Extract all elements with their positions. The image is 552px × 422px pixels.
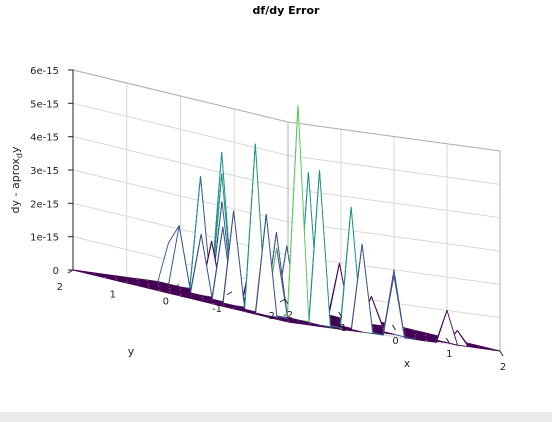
z-tick-label: 2e-15	[30, 199, 59, 210]
z-tick-label: 3e-15	[30, 166, 59, 177]
z-tick-label: 6e-15	[30, 66, 59, 77]
axis-line	[72, 69, 289, 123]
x-tick-label: 0	[392, 336, 398, 347]
grid-line	[72, 136, 501, 219]
x-tick-label: 1	[446, 349, 452, 360]
z-tick-label: 5e-15	[30, 99, 59, 110]
y-tick-mark	[226, 291, 233, 296]
chart-title: df/dy Error	[253, 4, 320, 17]
y-tick-label: -2	[265, 311, 275, 322]
grid-line	[72, 102, 501, 185]
y-tick-label: 2	[57, 282, 63, 293]
x-tick-mark	[499, 350, 504, 357]
x-tick-mark	[338, 311, 343, 318]
y-tick-mark	[173, 284, 180, 288]
y-tick-mark	[120, 276, 127, 281]
axis-ticks: 0 1e-15 2e-15 3e-15 4e-15 5e-15 6e-15 -2 -1 0 1 2 -2…	[30, 66, 506, 373]
status-bar	[0, 412, 552, 422]
y-tick-label: -1	[212, 304, 222, 315]
x-tick-mark	[445, 337, 450, 344]
z-tick-label: 0	[53, 266, 59, 277]
y-tick-mark	[67, 269, 74, 274]
x-tick-label: -1	[337, 323, 347, 334]
x-tick-mark	[284, 298, 289, 305]
y-tick-label: 0	[163, 297, 169, 308]
x-axis-label: x	[404, 357, 411, 370]
z-axis-label: dy - aproxdy	[9, 146, 24, 213]
y-tick-label: 1	[110, 289, 116, 300]
grid-line	[72, 169, 501, 252]
z-tick-label: 4e-15	[30, 133, 59, 144]
grid-line	[72, 69, 501, 152]
y-tick-mark	[279, 298, 286, 303]
y-axis-label: y	[128, 345, 135, 358]
axis-line	[287, 121, 501, 152]
x-tick-label: 2	[500, 362, 506, 373]
surface-cell	[72, 269, 95, 275]
z-tick-label: 1e-15	[30, 233, 59, 244]
x-tick-mark	[392, 324, 396, 331]
x-tick-label: -2	[283, 310, 293, 321]
surface-mesh	[72, 105, 501, 352]
